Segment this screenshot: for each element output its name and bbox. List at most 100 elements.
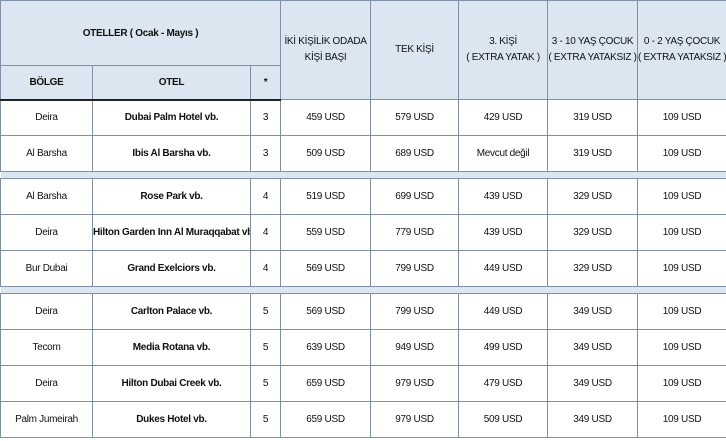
single-cell: 689 USD	[370, 135, 460, 172]
hotel-cell: Rose Park vb.	[92, 178, 251, 215]
price-header: İKİ KİŞİLİK ODADA KİŞİ BAŞI	[280, 0, 372, 100]
double-cell: 559 USD	[280, 214, 372, 251]
table-row: Al Barsha Rose Park vb. 4 519 USD 699 USD 439…	[0, 178, 726, 215]
single-cell: 779 USD	[370, 214, 460, 251]
stars-cell: 3	[249, 135, 282, 172]
region-cell: Deira	[0, 214, 93, 251]
table-row: Palm Jumeirah Dukes Hotel vb. 5 659 USD 979 …	[0, 401, 726, 438]
header-line: ( EXTRA YATAK )	[466, 52, 540, 63]
single-cell: 799 USD	[370, 293, 460, 330]
third-person-cell: 499 USD	[458, 329, 549, 366]
double-cell: 659 USD	[280, 365, 372, 402]
hotel-cell: Dubai Palm Hotel vb.	[92, 99, 251, 136]
region-cell: Deira	[0, 99, 93, 136]
infant-cell: 109 USD	[637, 250, 726, 287]
child-cell: 349 USD	[547, 329, 639, 366]
third-person-cell: 479 USD	[458, 365, 549, 402]
header-line: İKİ KİŞİLİK ODADA	[284, 36, 367, 47]
child-cell: 349 USD	[547, 401, 639, 438]
hotel-cell: Dukes Hotel vb.	[92, 401, 251, 438]
infant-cell: 109 USD	[637, 365, 726, 402]
stars-cell: 4	[249, 178, 282, 215]
stars-cell: 4	[249, 214, 282, 251]
region-header: BÖLGE	[0, 65, 93, 101]
header-line: ( EXTRA YATAKSIZ )	[638, 52, 726, 63]
infant-cell: 109 USD	[637, 293, 726, 330]
table-row: Tecom Media Rotana vb. 5 639 USD 949 USD 499 …	[0, 329, 726, 366]
third-person-cell: 439 USD	[458, 214, 549, 251]
child-cell: 319 USD	[547, 99, 639, 136]
third-person-cell: 509 USD	[458, 401, 549, 438]
child-cell: 319 USD	[547, 135, 639, 172]
group-separator	[0, 286, 726, 294]
infant-cell: 109 USD	[637, 99, 726, 136]
double-cell: 659 USD	[280, 401, 372, 438]
table-row: Deira Dubai Palm Hotel vb. 3 459 USD 579 USD…	[0, 99, 726, 136]
stars-cell: 5	[249, 293, 282, 330]
hotels-header: OTELLER ( Ocak - Mayıs )	[0, 0, 282, 66]
stars-cell: 3	[249, 99, 282, 136]
stars-cell: 5	[249, 365, 282, 402]
double-cell: 509 USD	[280, 135, 372, 172]
single-cell: 699 USD	[370, 178, 460, 215]
infant-cell: 109 USD	[637, 178, 726, 215]
hotel-cell: Media Rotana vb.	[92, 329, 251, 366]
region-cell: Al Barsha	[0, 178, 93, 215]
price-header: 0 - 2 YAŞ ÇOCUK ( EXTRA YATAKSIZ )	[637, 0, 726, 100]
header-line: 3. KİŞİ	[489, 36, 517, 47]
header-line: TEK KİŞİ	[395, 44, 434, 55]
child-cell: 329 USD	[547, 250, 639, 287]
child-cell: 349 USD	[547, 365, 639, 402]
double-cell: 569 USD	[280, 293, 372, 330]
third-person-cell: 449 USD	[458, 293, 549, 330]
infant-cell: 109 USD	[637, 329, 726, 366]
table-row: Al Barsha Ibis Al Barsha vb. 3 509 USD 689 U…	[0, 135, 726, 172]
group-separator	[0, 171, 726, 179]
single-cell: 579 USD	[370, 99, 460, 136]
third-person-cell: 439 USD	[458, 178, 549, 215]
double-cell: 519 USD	[280, 178, 372, 215]
region-cell: Tecom	[0, 329, 93, 366]
header-line: 0 - 2 YAŞ ÇOCUK	[643, 36, 721, 47]
header-line: 3 - 10 YAŞ ÇOCUK	[551, 36, 634, 47]
infant-cell: 109 USD	[637, 401, 726, 438]
hotel-header: OTEL	[92, 65, 251, 101]
infant-cell: 109 USD	[637, 214, 726, 251]
child-cell: 329 USD	[547, 178, 639, 215]
region-cell: Al Barsha	[0, 135, 93, 172]
price-header: 3 - 10 YAŞ ÇOCUK ( EXTRA YATAKSIZ )	[547, 0, 639, 100]
child-cell: 329 USD	[547, 214, 639, 251]
hotel-cell: Hilton Garden Inn Al Muraqqabat vb.	[92, 214, 251, 251]
double-cell: 639 USD	[280, 329, 372, 366]
region-cell: Deira	[0, 293, 93, 330]
price-header: TEK KİŞİ	[370, 0, 460, 100]
region-cell: Palm Jumeirah	[0, 401, 93, 438]
price-header: 3. KİŞİ ( EXTRA YATAK )	[458, 0, 549, 100]
star-header: *	[249, 65, 282, 101]
region-cell: Bur Dubai	[0, 250, 93, 287]
third-person-cell: 449 USD	[458, 250, 549, 287]
single-cell: 949 USD	[370, 329, 460, 366]
stars-cell: 5	[249, 329, 282, 366]
double-cell: 459 USD	[280, 99, 372, 136]
stars-cell: 5	[249, 401, 282, 438]
header-line: KİŞİ BAŞI	[304, 52, 347, 63]
separator-cell	[0, 171, 726, 179]
hotel-cell: Hilton Dubai Creek vb.	[92, 365, 251, 402]
table-row: Deira Carlton Palace vb. 5 569 USD 799 USD 44…	[0, 293, 726, 330]
third-person-cell: Mevcut değil	[458, 135, 549, 172]
table-row: Deira Hilton Garden Inn Al Muraqqabat vb.…	[0, 214, 726, 251]
third-person-cell: 429 USD	[458, 99, 549, 136]
separator-cell	[0, 286, 726, 294]
hotel-cell: Ibis Al Barsha vb.	[92, 135, 251, 172]
single-cell: 979 USD	[370, 365, 460, 402]
stars-cell: 4	[249, 250, 282, 287]
hotel-cell: Carlton Palace vb.	[92, 293, 251, 330]
header-line: ( EXTRA YATAKSIZ )	[548, 52, 637, 63]
region-cell: Deira	[0, 365, 93, 402]
double-cell: 569 USD	[280, 250, 372, 287]
table-row: Bur Dubai Grand Exelciors vb. 4 569 USD 799 …	[0, 250, 726, 287]
infant-cell: 109 USD	[637, 135, 726, 172]
